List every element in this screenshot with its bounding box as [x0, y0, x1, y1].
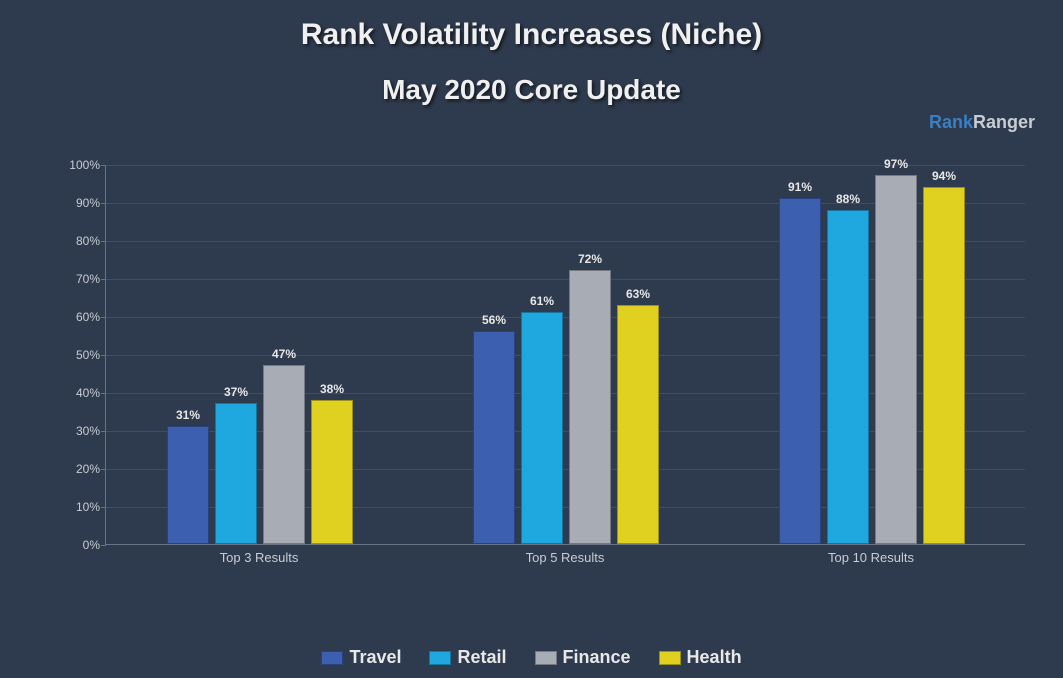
legend-swatch	[321, 651, 343, 665]
y-tickmark	[101, 203, 106, 204]
bar-value-label: 97%	[884, 157, 908, 171]
bar	[473, 331, 515, 544]
y-tickmark	[101, 317, 106, 318]
y-tick-label: 70%	[55, 272, 100, 286]
y-tickmark	[101, 469, 106, 470]
x-tick-label: Top 3 Results	[220, 550, 299, 565]
bar-value-label: 56%	[482, 313, 506, 327]
legend-label: Finance	[563, 647, 631, 667]
y-tickmark	[101, 507, 106, 508]
bar-value-label: 31%	[176, 408, 200, 422]
x-tick-label: Top 5 Results	[526, 550, 605, 565]
bar-value-label: 94%	[932, 169, 956, 183]
bar	[569, 270, 611, 544]
y-tickmark	[101, 545, 106, 546]
y-tickmark	[101, 279, 106, 280]
legend-item: Finance	[535, 647, 631, 668]
y-tick-label: 10%	[55, 500, 100, 514]
bar	[827, 210, 869, 544]
chart-subtitle: May 2020 Core Update	[0, 52, 1063, 106]
legend-swatch	[659, 651, 681, 665]
logo-part2: Ranger	[973, 112, 1035, 132]
bar	[167, 426, 209, 544]
y-tick-label: 0%	[55, 538, 100, 552]
y-tick-label: 100%	[55, 158, 100, 172]
bar-value-label: 72%	[578, 252, 602, 266]
chart-title: Rank Volatility Increases (Niche)	[0, 0, 1063, 52]
bar	[779, 198, 821, 544]
legend-label: Travel	[349, 647, 401, 667]
logo-part1: Rank	[929, 112, 973, 132]
y-tick-label: 40%	[55, 386, 100, 400]
x-tick-label: Top 10 Results	[828, 550, 914, 565]
y-tickmark	[101, 393, 106, 394]
bar	[521, 312, 563, 544]
bar-value-label: 61%	[530, 294, 554, 308]
y-tick-label: 60%	[55, 310, 100, 324]
y-tick-label: 30%	[55, 424, 100, 438]
bar	[311, 400, 353, 544]
bar	[617, 305, 659, 544]
bar	[875, 175, 917, 544]
y-tickmark	[101, 165, 106, 166]
legend-swatch	[429, 651, 451, 665]
legend-item: Health	[659, 647, 742, 668]
legend-label: Retail	[457, 647, 506, 667]
bar-value-label: 47%	[272, 347, 296, 361]
bar-value-label: 37%	[224, 385, 248, 399]
bar	[263, 365, 305, 544]
bar	[215, 403, 257, 544]
y-tick-label: 80%	[55, 234, 100, 248]
legend-item: Travel	[321, 647, 401, 668]
y-tickmark	[101, 355, 106, 356]
legend-item: Retail	[429, 647, 506, 668]
y-tick-label: 90%	[55, 196, 100, 210]
bar-value-label: 63%	[626, 287, 650, 301]
brand-logo: RankRanger	[929, 112, 1035, 133]
bar-value-label: 88%	[836, 192, 860, 206]
bar	[923, 187, 965, 544]
bar-value-label: 91%	[788, 180, 812, 194]
y-tick-label: 50%	[55, 348, 100, 362]
y-tickmark	[101, 241, 106, 242]
y-tickmark	[101, 431, 106, 432]
legend-label: Health	[687, 647, 742, 667]
y-tick-label: 20%	[55, 462, 100, 476]
legend: Travel Retail Finance Health	[0, 647, 1063, 668]
legend-swatch	[535, 651, 557, 665]
bar-chart: 31% 37% 47% 38% 56% 61% 72% 63% 91% 88% 97% 94% 0% 1…	[50, 155, 1030, 585]
bar-value-label: 38%	[320, 382, 344, 396]
plot-area: 31%37%47%38%56%61%72%63%91%88%97%94%	[105, 165, 1025, 545]
